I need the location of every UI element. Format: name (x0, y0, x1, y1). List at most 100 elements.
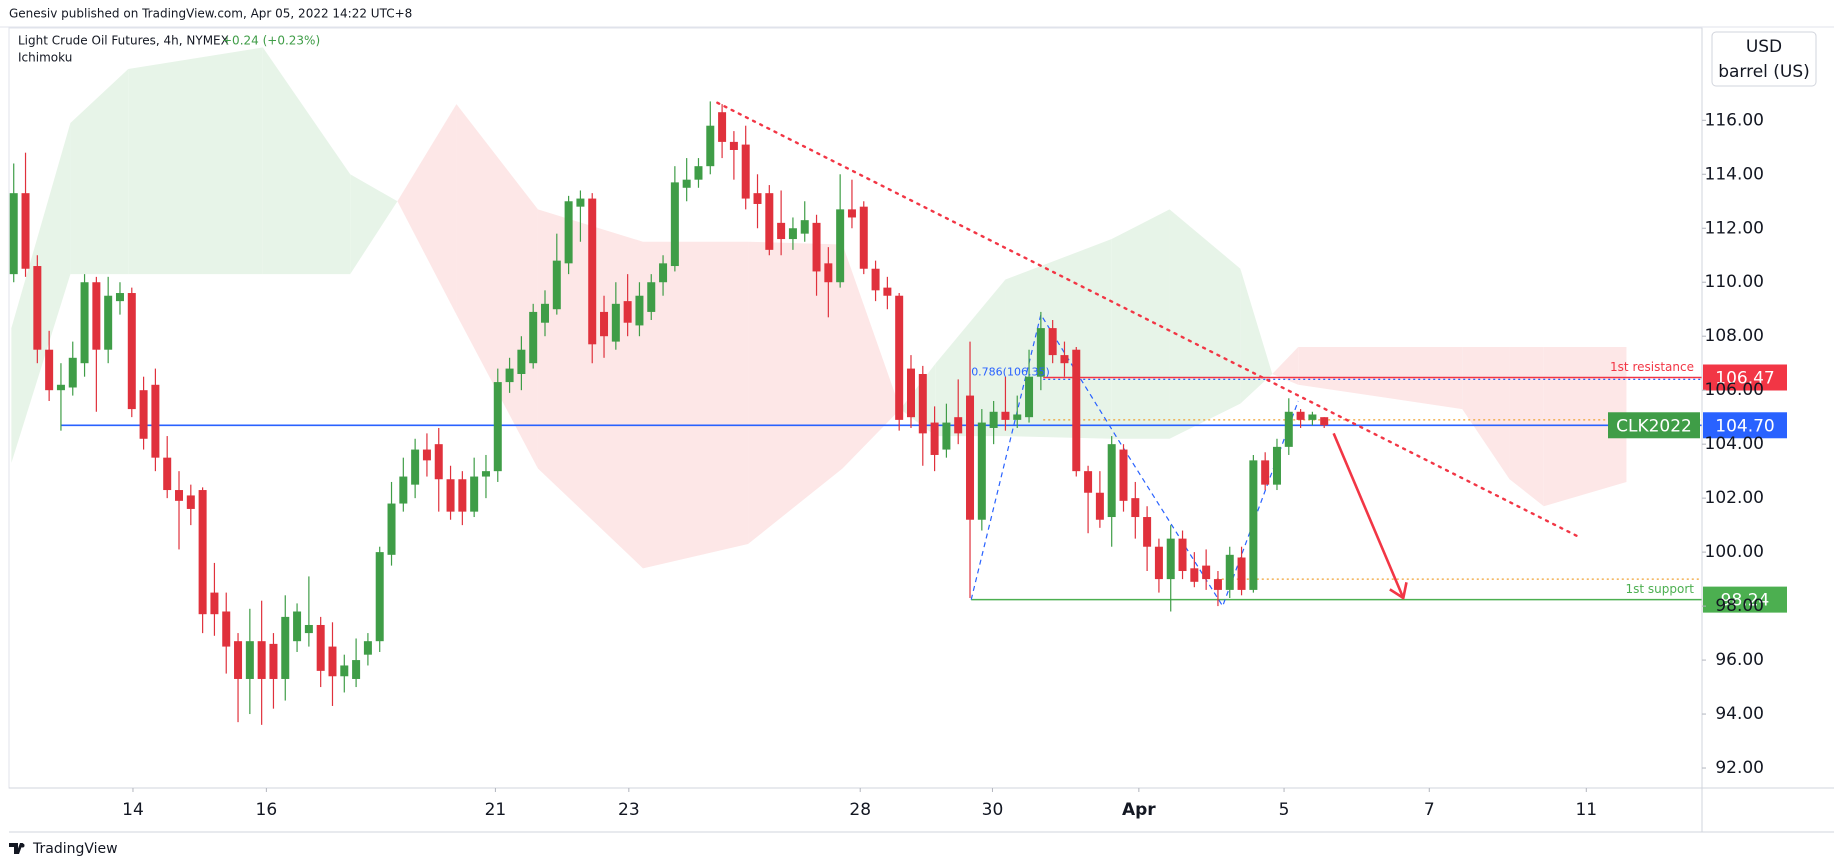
ichimoku-cloud (128, 47, 263, 275)
currency[interactable]: USD (1746, 37, 1782, 57)
plot: 0.786(106.35) (9, 47, 1702, 725)
candle-body (222, 611, 231, 647)
candle-body (481, 471, 490, 477)
y-tick-label: 116.00 (1705, 110, 1764, 130)
candle-body (151, 384, 160, 458)
candle-body (257, 641, 266, 679)
candle-body (788, 228, 797, 240)
candle-body (954, 417, 963, 434)
candle-body (836, 209, 845, 283)
candle-body (895, 295, 904, 420)
candle-body (847, 209, 856, 218)
publisher: Genesiv published on TradingView.com, Ap… (9, 7, 412, 21)
candle-body (883, 287, 892, 296)
candle-body (210, 592, 219, 615)
candle-body (1001, 411, 1010, 420)
candle-body (1296, 411, 1305, 420)
unit[interactable]: barrel (US) (1718, 62, 1810, 82)
candle-body (470, 476, 479, 512)
candle-body (1025, 376, 1034, 418)
candle-body (824, 263, 833, 283)
candle-body (375, 552, 384, 642)
unit-box[interactable] (1711, 31, 1817, 87)
candle-body (411, 449, 420, 485)
candle-body (529, 311, 538, 364)
level-name: CLK2022 (1616, 416, 1692, 436)
candle-body (930, 422, 939, 455)
y-tick-label: 96.00 (1715, 650, 1764, 670)
x-tick-label: 21 (485, 800, 507, 820)
ichimoku-cloud (642, 241, 749, 569)
candle-body (588, 198, 597, 345)
candle-body (682, 179, 691, 188)
candle-body (1013, 414, 1022, 420)
candle-body (56, 384, 65, 391)
level-name: 1st resistance (1610, 360, 1694, 374)
candle-body (1308, 414, 1317, 420)
candle-body (198, 490, 207, 615)
candle-body (706, 125, 715, 167)
candle-body (399, 476, 408, 504)
candle-body (1131, 498, 1140, 518)
candle-body (623, 301, 632, 323)
candle-body (1225, 554, 1234, 590)
price-tag (1703, 412, 1787, 439)
candle-body (741, 144, 750, 199)
y-tick-label: 92.00 (1715, 758, 1764, 778)
y-tick-label: 106.00 (1705, 380, 1764, 400)
ichimoku-cloud (1509, 347, 1544, 507)
candle-body (1272, 446, 1281, 485)
candle-body (564, 201, 573, 264)
price-tag-label: 98.24 (1721, 591, 1770, 611)
ichimoku-cloud (900, 363, 936, 437)
x-tick-label: 7 (1424, 800, 1435, 820)
candle-body (1095, 492, 1104, 520)
price-tag-label: 106.47 (1715, 369, 1774, 389)
ichimoku-cloud (1543, 347, 1627, 507)
candle-body (387, 503, 396, 555)
candle-body (175, 490, 184, 501)
candle-body (115, 293, 124, 302)
candle-body (1213, 579, 1222, 590)
candle-body (186, 495, 195, 509)
candle-body (977, 422, 986, 520)
candle-body (352, 660, 361, 679)
y-tick-label: 104.00 (1705, 434, 1764, 454)
candle-body (328, 646, 337, 677)
candle-body (1072, 349, 1081, 472)
candle-body (340, 665, 349, 677)
candle-body (1166, 538, 1175, 580)
candle-body (777, 222, 786, 240)
candle-body (92, 282, 101, 350)
candle-body (21, 193, 30, 269)
candle-body (234, 641, 243, 679)
candle-body (540, 303, 549, 323)
candle-body (859, 206, 868, 269)
y-tick-label: 110.00 (1705, 272, 1764, 292)
ichimoku-cloud (70, 69, 129, 275)
candle-body (304, 624, 313, 634)
ichimoku-cloud (842, 244, 901, 469)
ichimoku-cloud (1272, 347, 1299, 385)
candle-body (505, 368, 514, 383)
candle-body (765, 193, 774, 250)
candle-body (80, 282, 89, 364)
candle-body (104, 295, 113, 350)
x-tick-label: 28 (849, 800, 871, 820)
x-tick-label: Apr (1122, 800, 1156, 820)
candle-body (635, 295, 644, 326)
candle-body (1107, 444, 1116, 518)
candle-body (942, 422, 951, 450)
price-tag-label: 104.70 (1715, 416, 1774, 436)
y-tick-label: 94.00 (1715, 704, 1764, 724)
candle-body (906, 368, 915, 418)
trendline (716, 101, 1579, 538)
candle-body (989, 411, 998, 428)
candle-body (871, 268, 880, 291)
indicator-name: Ichimoku (18, 51, 72, 65)
candle-body (33, 266, 42, 350)
x-tick-label: 23 (618, 800, 640, 820)
y-tick-label: 102.00 (1705, 488, 1764, 508)
change: +0.24 (+0.23%) (222, 34, 320, 48)
candle-body (647, 282, 656, 312)
